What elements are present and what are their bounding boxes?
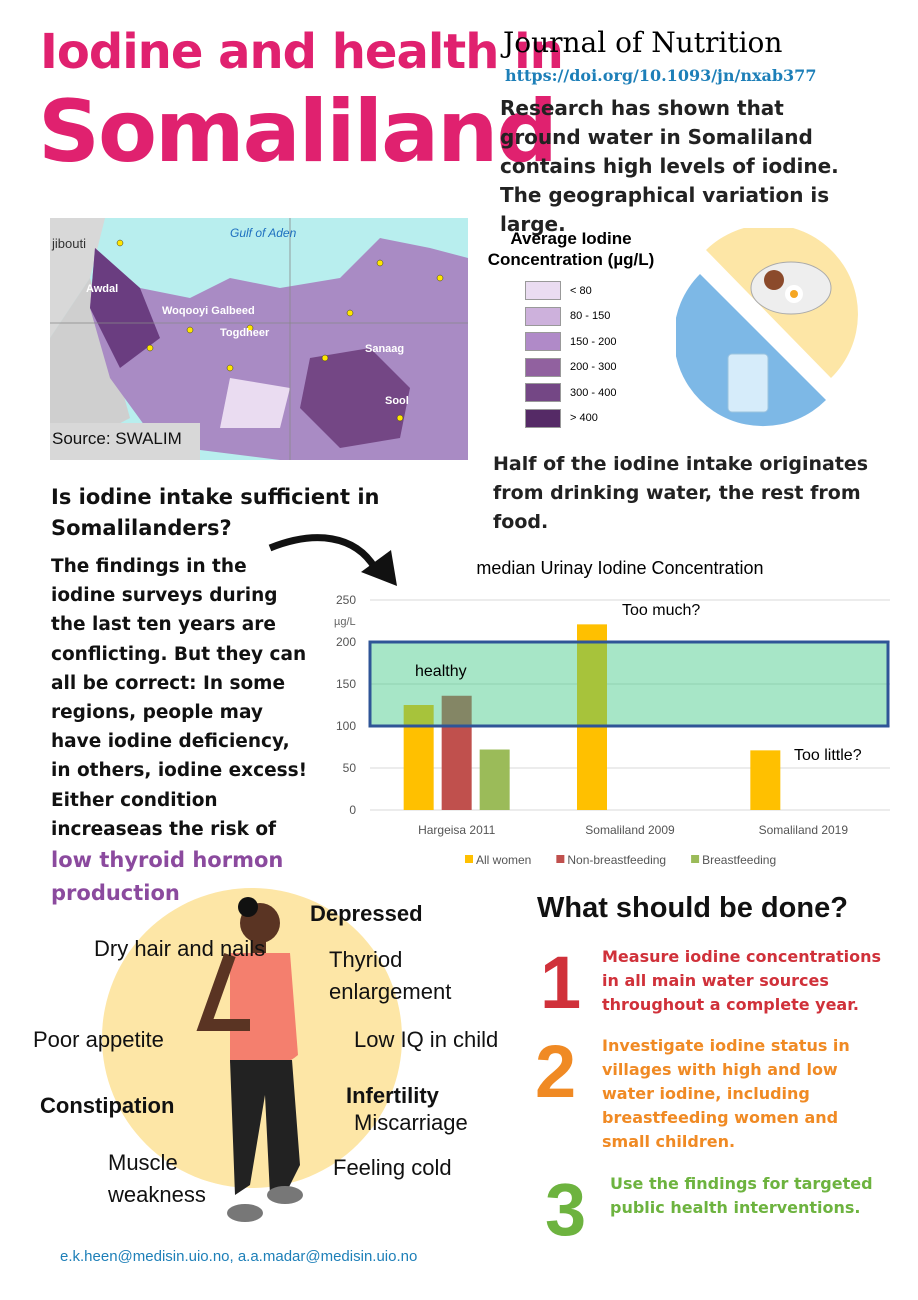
pie-caption: Half of the iodine intake originates fro… <box>493 453 869 533</box>
y-unit: µg/L <box>334 616 356 628</box>
legend-label: 80 - 150 <box>570 310 611 323</box>
step-number: 2 <box>535 1030 577 1113</box>
bar-chart: median Urinay Iodine Concentration µg/L 0 5… <box>334 558 890 867</box>
symptom: Constipation <box>40 1093 175 1118</box>
title-line1: Iodine and health in <box>40 24 564 80</box>
arrow <box>268 534 397 586</box>
map-label: Togdheer <box>220 327 270 339</box>
map-label: Sool <box>385 395 409 407</box>
legend-swatch <box>525 281 561 301</box>
step-number: 1 <box>540 941 582 1024</box>
legend-row: 300 - 400 <box>525 380 616 406</box>
legend-swatch <box>525 332 561 352</box>
y-tick-label: 50 <box>343 761 357 775</box>
y-tick-label: 250 <box>336 593 356 607</box>
x-tick-label: Hargeisa 2011 <box>418 823 495 837</box>
legend-label: < 80 <box>570 284 592 297</box>
woman-illustration <box>196 897 303 1222</box>
legend-label: > 400 <box>570 412 598 425</box>
map-label: Awdal <box>86 283 118 295</box>
legend-swatch <box>525 383 561 403</box>
y-tick-label: 0 <box>349 803 356 817</box>
chart-title: median Urinay Iodine Concentration <box>476 558 763 578</box>
step-text: Use the findings for targeted public hea… <box>610 1174 873 1217</box>
bar <box>441 695 472 810</box>
legend-label: Breastfeeding <box>702 853 776 867</box>
symptom: Muscle weakness <box>108 1150 206 1207</box>
legend-swatch <box>525 408 561 428</box>
legend-swatch <box>525 357 561 377</box>
legend-label: 150 - 200 <box>570 335 617 348</box>
intro: Research has shown that ground water in … <box>500 96 839 236</box>
map-label: jibouti <box>51 236 86 251</box>
map-label: Sanaag <box>365 343 404 355</box>
legend-swatch <box>465 855 473 863</box>
map-source: Source: SWALIM <box>52 429 182 448</box>
legend-label: 200 - 300 <box>570 361 617 374</box>
bar <box>403 705 434 810</box>
step-text: Investigate iodine status in villages wi… <box>602 1036 850 1151</box>
title-line2: Somaliland <box>38 82 558 182</box>
legend-label: 300 - 400 <box>570 386 617 399</box>
symptom: Infertility <box>346 1083 439 1108</box>
map-legend: < 80 80 - 150 150 - 200 200 - 300 300 - 400 >… <box>525 278 616 431</box>
symptom: Feeling cold <box>333 1155 452 1180</box>
legend-title: Average Iodine Concentration (µg/L) <box>487 229 655 269</box>
band-label: healthy <box>415 663 467 680</box>
legend-row: > 400 <box>525 406 616 432</box>
actions-title: What should be done? <box>537 892 848 924</box>
legend-swatch <box>525 306 561 326</box>
map-label: Woqooyi Galbeed <box>162 305 255 317</box>
legend-row: 80 - 150 <box>525 304 616 330</box>
y-tick-label: 200 <box>336 635 356 649</box>
bar <box>577 624 607 810</box>
legend-row: 150 - 200 <box>525 329 616 355</box>
symptom: Depressed <box>310 901 423 926</box>
legend-label: Non-breastfeeding <box>567 853 666 867</box>
y-tick-label: 100 <box>336 719 356 733</box>
x-tick-label: Somaliland 2009 <box>585 823 675 837</box>
question: Is iodine intake sufficient in Somalilan… <box>51 485 380 540</box>
step-text: Measure iodine concentrations in all mai… <box>602 947 881 1014</box>
symptom: Thyriod enlargement <box>329 947 452 1004</box>
doi: https://doi.org/10.1093/jn/nxab377 <box>505 66 817 85</box>
healthy-band <box>368 640 890 728</box>
annotation: Too much? <box>622 602 700 619</box>
legend-label: All women <box>476 853 531 867</box>
footer: e.k.heen@medisin.uio.no, a.a.madar@medis… <box>60 1248 418 1265</box>
legend-swatch <box>691 855 700 863</box>
symptom: Poor appetite <box>33 1027 164 1052</box>
y-tick-label: 150 <box>336 677 356 691</box>
map-label: Gulf of Aden <box>230 226 297 240</box>
findings: The findings in the iodine surveys durin… <box>51 552 313 910</box>
pie-illustration <box>676 228 858 427</box>
journal: Journal of Nutrition <box>503 26 783 59</box>
symptom: Miscarriage <box>354 1110 468 1135</box>
bar <box>750 750 781 810</box>
symptom: Low IQ in child <box>354 1027 499 1052</box>
step-number: 3 <box>545 1168 587 1251</box>
symptom: Dry hair and nails <box>94 936 266 961</box>
legend-swatch <box>556 855 565 863</box>
bar <box>479 749 510 810</box>
map: Gulf of Aden jibouti Awdal Woqooyi Galbe… <box>50 218 468 460</box>
x-tick-label: Somaliland 2019 <box>759 823 849 837</box>
legend-row: 200 - 300 <box>525 355 616 381</box>
findings-text: The findings in the iodine surveys durin… <box>51 556 308 840</box>
legend-row: < 80 <box>525 278 616 304</box>
annotation: Too little? <box>794 747 862 764</box>
findings-highlight: low thyroid hormon production <box>51 848 284 906</box>
